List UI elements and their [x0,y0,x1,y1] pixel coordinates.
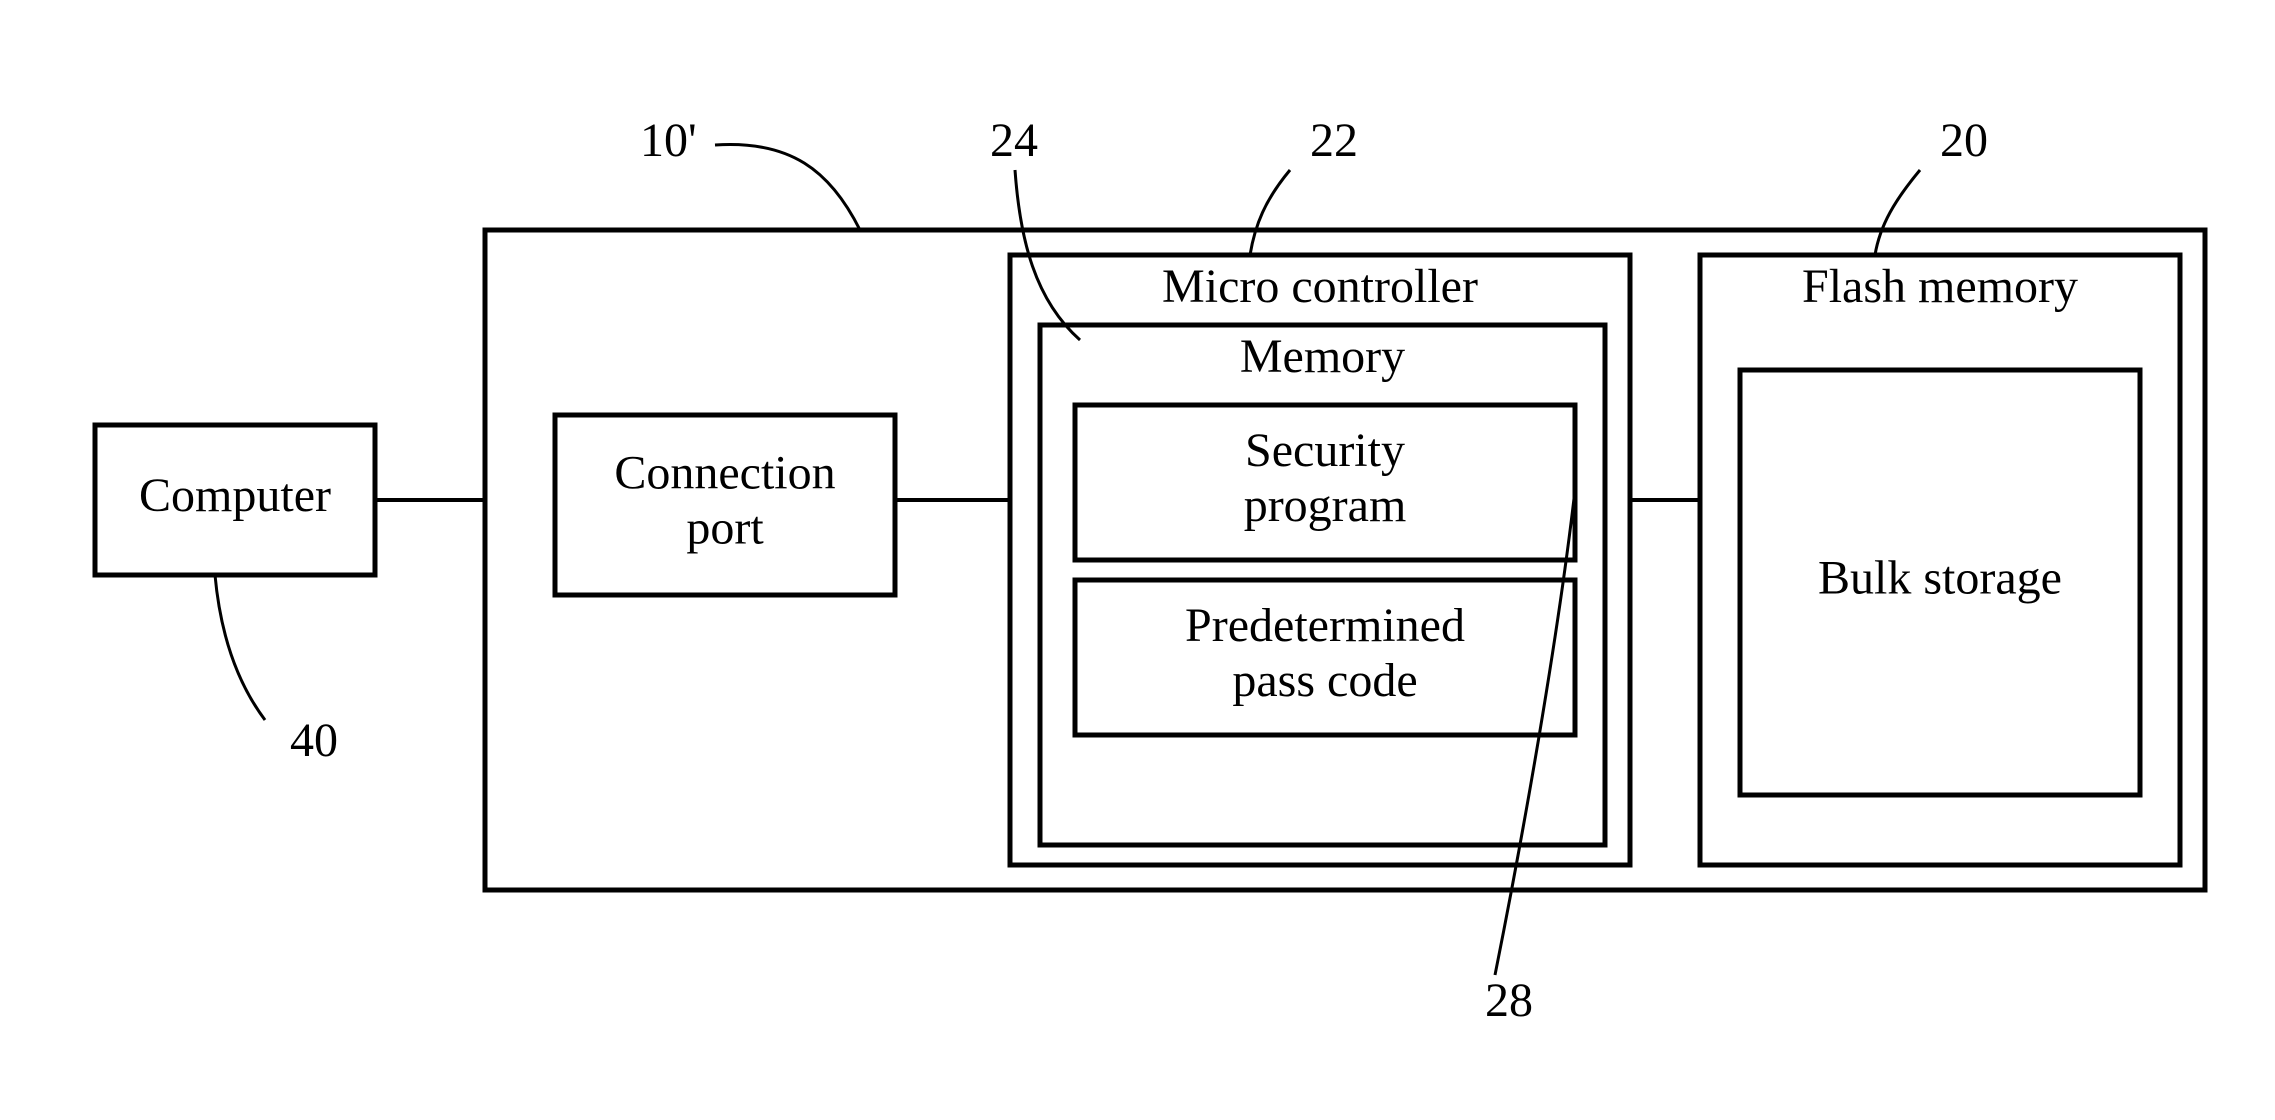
ref-label-40: 40 [290,714,338,767]
ref-label-22: 22 [1310,114,1358,167]
ref-label-10prime: 10' [640,114,697,167]
security-label: Securityprogram [1244,424,1407,532]
passcode-label: Predeterminedpass code [1185,599,1465,707]
leader-10prime [715,144,860,230]
block-diagram: Computer Connectionport Micro controller Me… [0,0,2275,1120]
leader-40 [215,575,265,720]
connection_port-label: Connectionport [614,446,835,554]
leader-22 [1250,170,1290,255]
bulk-label: Bulk storage [1818,552,2062,605]
ref-label-28: 28 [1485,974,1533,1027]
leader-20 [1875,170,1920,255]
computer-label: Computer [139,469,331,522]
flash-label: Flash memory [1802,260,2078,313]
memory-label: Memory [1240,330,1405,383]
micro-label: Micro controller [1162,260,1478,313]
ref-label-24: 24 [990,114,1038,167]
ref-label-20: 20 [1940,114,1988,167]
